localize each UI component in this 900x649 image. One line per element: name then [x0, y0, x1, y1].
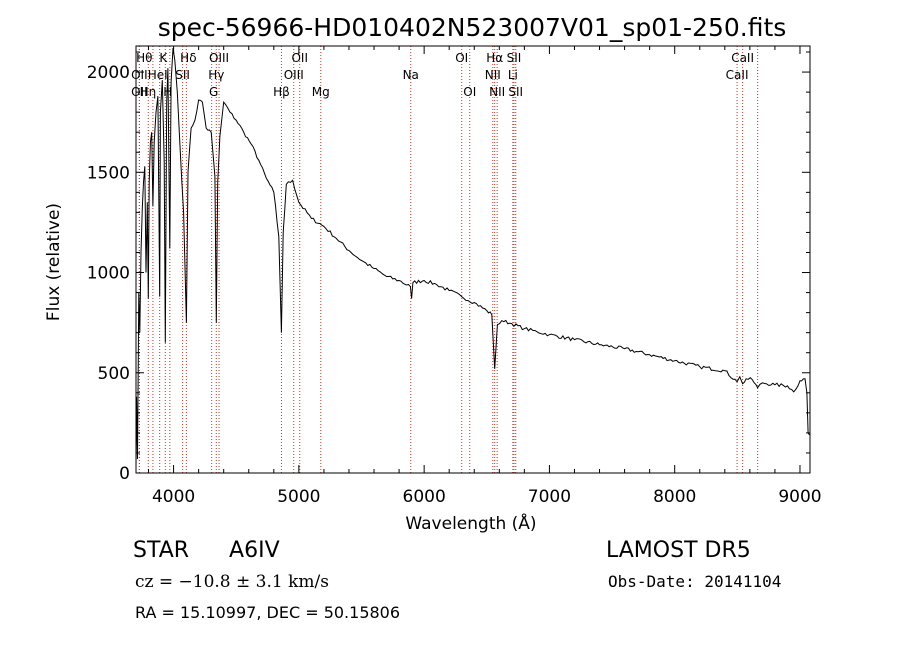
object-subclass: A6IV	[229, 538, 280, 563]
y-tick-label: 0	[119, 464, 130, 484]
emission-line-label: Hγ	[208, 68, 224, 82]
chart-title: spec-56966-HD010402N523007V01_sp01-250.f…	[158, 13, 787, 42]
emission-line-label: SII	[508, 85, 523, 99]
emission-line-label: SII	[507, 51, 522, 65]
x-axis-label: Wavelength (Å)	[405, 512, 536, 534]
x-tick-label: 5000	[277, 487, 320, 507]
emission-line-label: CaII	[731, 51, 754, 65]
object-type: STAR	[133, 538, 190, 563]
y-tick-label: 2000	[87, 63, 130, 83]
emission-line-label: Hθ	[136, 51, 152, 65]
emission-line-label: OIII	[209, 51, 229, 65]
emission-line-label: OIII	[284, 68, 304, 82]
x-axis-ticks: 4000 5000 6000 7000 8000 9000	[148, 46, 822, 507]
emission-line-label: G	[209, 85, 218, 99]
plot-frame	[135, 45, 811, 474]
x-tick-label: 7000	[528, 487, 571, 507]
emission-line-label: OII	[291, 51, 308, 65]
emission-line-label: Mg	[312, 85, 330, 99]
x-tick-label: 4000	[152, 487, 195, 507]
emission-line-label: HeI	[148, 68, 168, 82]
y-axis-ticks: 0 500 1000 1500 2000	[87, 51, 810, 484]
coordinates: RA = 15.10997, DEC = 50.15806	[135, 603, 401, 622]
emission-line-label: CaII	[746, 0, 769, 3]
observation-date: Obs-Date: 20141104	[608, 572, 782, 591]
emission-line-label: NII	[485, 68, 501, 82]
emission-line-label: NII	[489, 85, 505, 99]
y-tick-label: 500	[98, 364, 130, 384]
emission-line-label: K	[159, 51, 168, 65]
emission-line-label: SII	[175, 68, 190, 82]
emission-line-label: Li	[508, 68, 518, 82]
emission-line-label: Hβ	[273, 85, 290, 99]
y-tick-label: 1000	[87, 264, 130, 284]
emission-line-markers	[138, 46, 759, 473]
object-classification: STAR A6IV	[133, 538, 280, 563]
emission-line-label: OI	[455, 51, 468, 65]
emission-line-label: Hη	[140, 85, 157, 99]
emission-line-label: OI	[463, 85, 476, 99]
x-tick-label: 8000	[653, 487, 696, 507]
emission-line-label: OII	[131, 68, 148, 82]
emission-line-label: Hα	[486, 51, 503, 65]
survey-name: LAMOST DR5	[606, 538, 751, 563]
emission-line-label: CaII	[726, 68, 749, 82]
x-tick-label: 9000	[778, 487, 821, 507]
y-axis-label: Flux (relative)	[44, 203, 64, 321]
y-tick-label: 1500	[87, 163, 130, 183]
emission-line-label: Na	[403, 68, 419, 82]
redshift-velocity: cz = −10.8 ± 3.1 km/s	[135, 572, 329, 592]
spectrum-line	[135, 47, 810, 468]
emission-line-label: Hδ	[180, 51, 196, 65]
x-tick-label: 6000	[403, 487, 446, 507]
